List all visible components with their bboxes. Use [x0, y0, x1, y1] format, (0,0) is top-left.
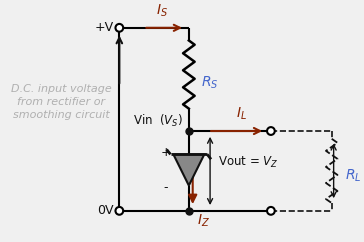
- Text: +: +: [161, 146, 171, 159]
- Text: $I_Z$: $I_Z$: [197, 213, 210, 229]
- Text: Vout = $V_Z$: Vout = $V_Z$: [218, 155, 278, 170]
- Text: $I_L$: $I_L$: [237, 106, 248, 122]
- Text: D.C. input voltage
from rectifier or
smoothing circuit: D.C. input voltage from rectifier or smo…: [11, 83, 112, 120]
- Text: $I_S$: $I_S$: [156, 3, 168, 19]
- Circle shape: [267, 127, 275, 135]
- Text: -: -: [163, 181, 168, 194]
- Text: +V: +V: [94, 21, 114, 34]
- Circle shape: [115, 207, 123, 215]
- Circle shape: [115, 24, 123, 32]
- Polygon shape: [173, 154, 204, 186]
- Text: 0V: 0V: [97, 204, 114, 217]
- Text: $R_S$: $R_S$: [201, 74, 219, 91]
- Text: Vin  ($V_S$): Vin ($V_S$): [133, 113, 183, 129]
- Circle shape: [267, 207, 275, 215]
- Text: $R_L$: $R_L$: [345, 168, 362, 184]
